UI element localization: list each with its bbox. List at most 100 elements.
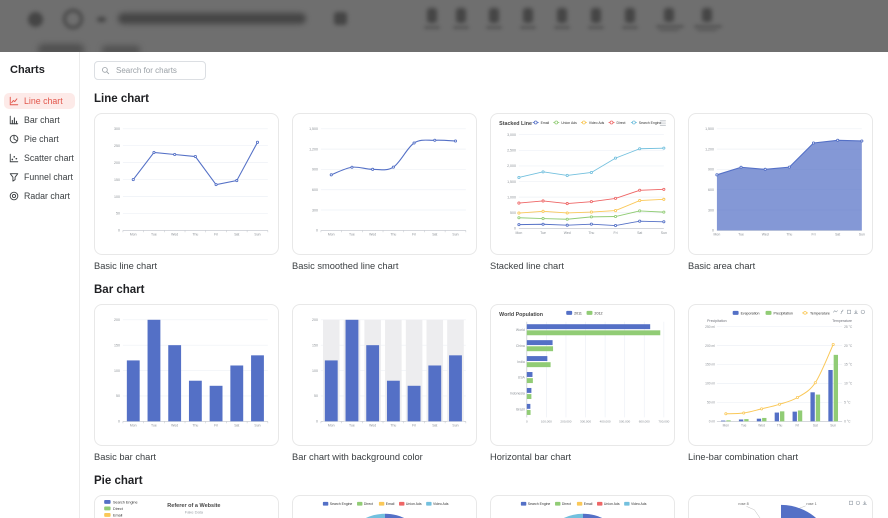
svg-text:0: 0 <box>118 229 120 233</box>
extension-icon[interactable] <box>591 8 601 23</box>
sidebar-item-label: Pie chart <box>24 134 59 144</box>
sidebar-item-scatter-chart[interactable]: Scatter chart <box>4 150 75 166</box>
svg-text:Sun: Sun <box>254 424 260 428</box>
svg-text:Union Ads: Union Ads <box>561 121 577 125</box>
address-bar-icon[interactable] <box>334 12 347 25</box>
svg-text:Sun: Sun <box>859 233 865 237</box>
search-box[interactable] <box>94 61 206 80</box>
browser-tab-blob[interactable] <box>102 46 140 52</box>
svg-text:900: 900 <box>708 168 714 172</box>
chart-card-basic-line[interactable]: 0 50 100 150 200 250 300 Mon Tue Wed Thu Fri Sat Sun B… <box>94 113 279 271</box>
extension-icon[interactable] <box>625 8 635 23</box>
sidebar-item-bar-chart[interactable]: Bar chart <box>4 112 75 128</box>
card-grid: 0 50 100 150 200 Mon Tue Wed Thu Fri Sat Sun Basic b… <box>94 304 888 462</box>
extension-label-blob <box>656 25 684 28</box>
chart-card-rose[interactable]: rose 8 rose 1 <box>688 495 873 518</box>
svg-text:250: 250 <box>114 144 120 148</box>
chart-card-basic-area[interactable]: 0 300 600 900 1,200 1,500 Mon Tue Wed Thu Fri Sat Su… <box>688 113 873 271</box>
extension-label-blob <box>588 26 604 29</box>
chart-card-smooth-line[interactable]: 0 300 600 900 1,200 1,500 Mon Tue Wed Thu Fri Sat Su… <box>292 113 477 271</box>
extension-icon[interactable] <box>489 8 499 23</box>
svg-text:Wed: Wed <box>762 233 769 237</box>
extension-icon[interactable] <box>702 8 712 22</box>
search-input[interactable] <box>114 65 199 76</box>
card-grid: 0 50 100 150 200 250 300 Mon Tue Wed Thu Fri Sat Sun B… <box>94 113 888 271</box>
chart-card-line-bar[interactable]: Evaporation Precipitation Temperature Preci… <box>688 304 873 462</box>
chart-canvas: Stacked Line Email Union Ads Video Ads Direc… <box>499 120 667 235</box>
app-window: Charts Line chart Bar chart Pie chart Scatt… <box>0 52 888 518</box>
svg-text:Fri: Fri <box>614 231 618 235</box>
svg-text:Mon: Mon <box>723 424 730 428</box>
chart-card-bg-bar[interactable]: 0 50 100 150 200 Mon Tue Wed Thu Fri Sat Sun Bar cha… <box>292 304 477 462</box>
svg-text:Tue: Tue <box>349 233 355 237</box>
svg-text:Brazil: Brazil <box>516 408 525 412</box>
sidebar-item-line-chart[interactable]: Line chart <box>4 93 75 109</box>
svg-text:50: 50 <box>116 212 120 216</box>
svg-text:Tue: Tue <box>738 233 744 237</box>
radar-chart-icon <box>9 191 19 201</box>
line-chart-icon <box>9 96 19 106</box>
svg-text:0: 0 <box>514 227 516 231</box>
extension-icon[interactable] <box>557 8 567 23</box>
svg-text:Search Engine: Search Engine <box>330 502 353 506</box>
svg-text:Precipitation: Precipitation <box>773 311 792 315</box>
sidebar-item-funnel-chart[interactable]: Funnel chart <box>4 169 75 185</box>
chart-thumbnail: Search Engine Direct Email Union Ads Video A… <box>292 495 477 518</box>
svg-text:0: 0 <box>712 229 714 233</box>
sidebar-item-label: Radar chart <box>24 191 70 201</box>
chart-thumbnail: Stacked Line Email Union Ads Video Ads Direc… <box>490 113 675 255</box>
sidebar-item-radar-chart[interactable]: Radar chart <box>4 188 75 204</box>
sidebar: Charts Line chart Bar chart Pie chart Scatt… <box>0 52 80 518</box>
svg-text:2,000: 2,000 <box>507 164 516 168</box>
chart-card-hbar[interactable]: World Population 2011 2012 0 100,000 200,000 3… <box>490 304 675 462</box>
svg-text:Sat: Sat <box>234 233 239 237</box>
reload-button[interactable] <box>63 9 83 29</box>
svg-text:0 ml: 0 ml <box>709 420 715 424</box>
svg-text:Sat: Sat <box>813 424 818 428</box>
chart-card-stacked-line[interactable]: Stacked Line Email Union Ads Video Ads Direc… <box>490 113 675 271</box>
address-bar[interactable] <box>118 13 306 24</box>
extension-icon[interactable] <box>456 8 466 23</box>
chart-card-basic-bar[interactable]: 0 50 100 150 200 Mon Tue Wed Thu Fri Sat Sun Basic b… <box>94 304 279 462</box>
svg-text:Fri: Fri <box>812 233 816 237</box>
svg-text:Indonesia: Indonesia <box>510 392 525 396</box>
svg-text:Thu: Thu <box>777 424 783 428</box>
svg-text:200 ml: 200 ml <box>705 344 715 348</box>
chart-card-pie-top-a[interactable]: Search Engine Direct Email Union Ads Video A… <box>292 495 477 518</box>
svg-text:10 °C: 10 °C <box>844 382 853 386</box>
chart-canvas: 0 300 600 900 1,200 1,500 Mon Tue Wed Thu Fri Sat Su… <box>705 127 865 237</box>
extension-label-blob <box>424 26 440 29</box>
svg-text:0: 0 <box>316 229 318 233</box>
svg-text:Union Ads: Union Ads <box>604 502 620 506</box>
svg-text:Fake Data: Fake Data <box>185 510 204 515</box>
svg-text:200,000: 200,000 <box>560 419 571 423</box>
svg-text:World Population: World Population <box>499 312 543 318</box>
svg-text:500,000: 500,000 <box>619 419 630 423</box>
svg-text:Sun: Sun <box>661 231 667 235</box>
svg-text:Thu: Thu <box>192 233 198 237</box>
card-label: Bar chart with background color <box>292 452 423 462</box>
chart-canvas: 0 50 100 150 200 Mon Tue Wed Thu Fri Sat Sun <box>312 318 467 428</box>
chart-gallery: Line chart 0 50 100 150 200 250 300 Mon Tue Wed Thu… <box>94 93 888 518</box>
back-button[interactable] <box>28 12 43 27</box>
svg-text:Email: Email <box>386 502 395 506</box>
svg-text:Sun: Sun <box>452 424 458 428</box>
svg-text:rose 8: rose 8 <box>738 502 748 506</box>
svg-text:1,000: 1,000 <box>507 195 516 199</box>
extension-icon[interactable] <box>664 8 674 22</box>
svg-text:20 °C: 20 °C <box>844 344 853 348</box>
sidebar-item-pie-chart[interactable]: Pie chart <box>4 131 75 147</box>
svg-text:Wed: Wed <box>758 424 765 428</box>
extension-icon[interactable] <box>427 8 437 23</box>
funnel-chart-icon <box>9 172 19 182</box>
chart-card-pie-top-b[interactable]: Search Engine Direct Email Union Ads Video A… <box>490 495 675 518</box>
sidebar-item-label: Line chart <box>24 96 63 106</box>
menu-icon[interactable] <box>97 17 106 22</box>
svg-text:Sun: Sun <box>830 424 836 428</box>
svg-text:150: 150 <box>114 178 120 182</box>
svg-text:Email: Email <box>541 121 550 125</box>
extension-icon[interactable] <box>523 8 533 23</box>
browser-tab-blob[interactable] <box>38 44 84 52</box>
svg-text:1,200: 1,200 <box>309 147 318 151</box>
